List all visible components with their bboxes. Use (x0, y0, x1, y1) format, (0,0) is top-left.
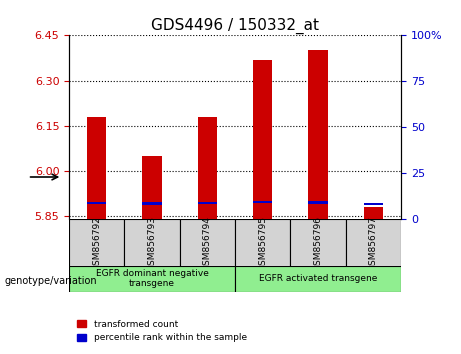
FancyBboxPatch shape (124, 219, 180, 267)
Title: GDS4496 / 150332_at: GDS4496 / 150332_at (151, 18, 319, 34)
Text: genotype/variation: genotype/variation (5, 276, 97, 286)
Legend: transformed count, percentile rank within the sample: transformed count, percentile rank withi… (74, 316, 250, 346)
FancyBboxPatch shape (235, 266, 401, 292)
Text: GSM856794: GSM856794 (203, 216, 212, 271)
FancyBboxPatch shape (69, 266, 235, 292)
Text: GSM856797: GSM856797 (369, 216, 378, 271)
Bar (87, 117, 106, 219)
Text: GSM856795: GSM856795 (258, 216, 267, 271)
Bar (308, 201, 328, 204)
Text: GSM856793: GSM856793 (148, 216, 157, 271)
FancyBboxPatch shape (69, 219, 124, 267)
Bar (87, 202, 106, 204)
Bar (364, 202, 383, 205)
Bar (253, 59, 272, 219)
Bar (142, 202, 162, 205)
Bar (253, 201, 272, 204)
Text: EGFR dominant negative
transgene: EGFR dominant negative transgene (96, 269, 208, 289)
Bar (198, 117, 217, 219)
FancyBboxPatch shape (235, 219, 290, 267)
Text: EGFR activated transgene: EGFR activated transgene (259, 274, 377, 283)
Bar (142, 156, 162, 219)
FancyBboxPatch shape (346, 219, 401, 267)
Text: GSM856796: GSM856796 (313, 216, 323, 271)
Bar (308, 51, 328, 219)
FancyBboxPatch shape (290, 219, 346, 267)
Bar (364, 207, 383, 219)
Text: GSM856792: GSM856792 (92, 216, 101, 271)
FancyBboxPatch shape (180, 219, 235, 267)
Bar (198, 202, 217, 204)
